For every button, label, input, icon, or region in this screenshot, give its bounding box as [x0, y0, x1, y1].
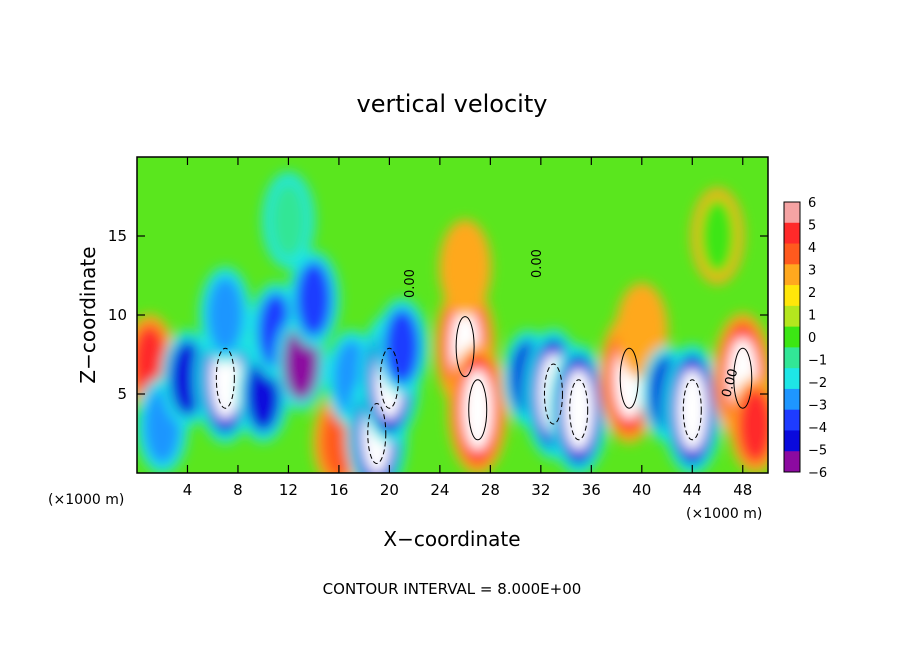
colorbar-swatch — [784, 388, 800, 411]
field-cell — [270, 182, 307, 259]
velocity-field — [137, 172, 768, 473]
y-axis: 5 10 15 — [108, 227, 768, 403]
contour-line — [619, 347, 639, 409]
x-tick-label: 44 — [683, 481, 702, 499]
contour-label: 0.00 — [530, 249, 545, 278]
x-axis: 4 8 12 16 20 24 28 32 36 40 44 48 — [183, 157, 752, 499]
field-cell-core — [462, 368, 493, 451]
colorbar-frame — [783, 201, 801, 473]
colorbar-tick-label: −5 — [808, 444, 827, 459]
y-tick-label: 15 — [108, 227, 127, 245]
colorbar-tick-label: 3 — [808, 264, 816, 279]
field-cell — [699, 198, 736, 274]
x-tick-label: 36 — [582, 481, 601, 499]
contour-line — [379, 347, 399, 409]
field-cell — [623, 292, 660, 369]
field-cell-core — [563, 368, 594, 451]
colorbar-swatch — [784, 285, 800, 307]
x-tick-label: 28 — [481, 481, 500, 499]
colorbar-swatch — [784, 305, 800, 328]
colorbar-swatch — [784, 368, 800, 390]
contour-label: 0.00 — [719, 367, 741, 399]
colorbar-tick-label: 6 — [808, 196, 816, 211]
x-tick-label: 40 — [632, 481, 651, 499]
field-cell — [295, 261, 332, 338]
field-cell — [384, 308, 421, 385]
x-tick-label: 16 — [329, 481, 348, 499]
colorbar-tick-label: 5 — [808, 219, 816, 234]
colorbar-tick-label: −4 — [808, 421, 827, 436]
colorbar: 6 5 4 3 2 1 0 −1 −2 −3 −4 −5 −6 — [783, 196, 827, 481]
x-tick-label: 24 — [430, 481, 449, 499]
colorbar-swatch — [784, 451, 800, 473]
y-unit-label: (×1000 m) — [48, 492, 124, 508]
y-axis-label: Z−coordinate — [76, 246, 100, 383]
colorbar-swatch — [784, 347, 800, 369]
colorbar-tick-label: −1 — [808, 354, 827, 369]
colorbar-swatch — [784, 430, 800, 452]
colorbar-tick-label: −6 — [808, 466, 827, 481]
colorbar-tick-label: 0 — [808, 331, 816, 346]
y-tick-label: 10 — [108, 306, 127, 324]
field-cell — [169, 340, 206, 417]
colorbar-swatch — [784, 222, 800, 245]
colorbar-swatch — [784, 264, 800, 286]
x-tick-label: 32 — [531, 481, 550, 499]
colorbar-tick-label: −3 — [808, 399, 827, 414]
contour-line — [215, 347, 235, 409]
colorbar-tick-label: 1 — [808, 309, 816, 324]
x-tick-label: 48 — [733, 481, 752, 499]
contour-line — [455, 316, 475, 378]
x-unit-label: (×1000 m) — [686, 506, 762, 522]
x-tick-label: 12 — [279, 481, 298, 499]
contour-line — [569, 379, 589, 441]
x-tick-label: 4 — [183, 481, 193, 499]
field-cell — [447, 229, 484, 306]
colorbar-tick-label: −2 — [808, 376, 827, 391]
colorbar-tick-label: 4 — [808, 241, 816, 256]
colorbar-swatch — [784, 326, 800, 348]
contour-interval-note: CONTOUR INTERVAL = 8.000E+00 — [323, 580, 582, 598]
contour-lines — [215, 316, 753, 464]
x-axis-label: X−coordinate — [383, 527, 520, 551]
x-tick-label: 20 — [380, 481, 399, 499]
colorbar-swatch — [784, 409, 800, 431]
contour-line — [733, 347, 753, 409]
colorbar-swatch — [784, 202, 800, 224]
x-tick-label: 8 — [233, 481, 243, 499]
contour-line — [468, 379, 488, 441]
contour-label: 0.00 — [403, 269, 418, 298]
field-cell — [207, 277, 244, 353]
contour-line — [543, 363, 563, 425]
field-cell-core — [677, 368, 708, 451]
field-cell — [737, 387, 768, 464]
colorbar-swatch — [784, 243, 800, 265]
contour-line — [682, 379, 702, 441]
chart-title: vertical velocity — [357, 90, 548, 118]
y-tick-label: 5 — [117, 385, 127, 403]
colorbar-tick-label: 2 — [808, 286, 816, 301]
contour-line — [367, 403, 387, 464]
